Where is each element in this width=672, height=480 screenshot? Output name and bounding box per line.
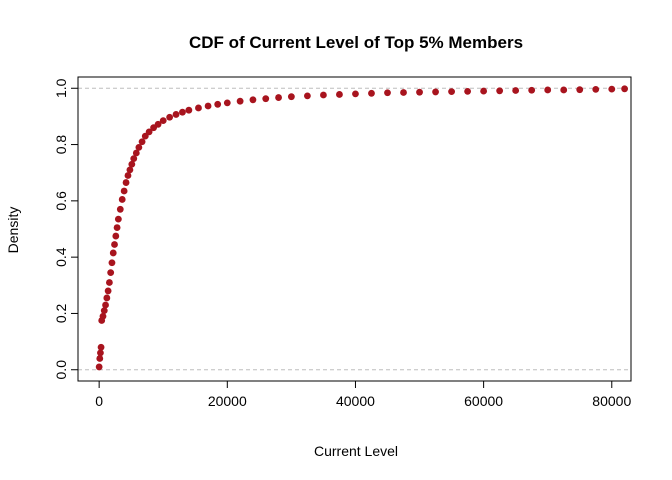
data-point [112, 232, 120, 240]
data-point [106, 279, 113, 286]
data-point [262, 95, 270, 103]
data-point [166, 113, 174, 121]
y-tick-label: 1.0 [53, 78, 69, 98]
data-point [138, 138, 146, 146]
plot-area [78, 85, 631, 371]
data-point [100, 307, 108, 315]
data-point [528, 86, 536, 94]
data-point [352, 90, 359, 98]
y-tick-label: 0.6 [53, 191, 69, 211]
data-point [512, 87, 520, 94]
data-point [99, 312, 107, 320]
data-point [135, 143, 143, 151]
data-point [223, 99, 231, 107]
data-point [236, 97, 244, 105]
data-point [111, 241, 118, 248]
x-tick-label: 40000 [336, 393, 375, 409]
data-point [159, 117, 167, 125]
data-point [304, 92, 311, 100]
y-tick-label: 0.8 [53, 135, 69, 155]
data-point [592, 85, 600, 93]
data-point [275, 94, 282, 101]
data-point [544, 86, 552, 94]
x-tick-label: 0 [95, 393, 103, 409]
data-point [122, 179, 130, 186]
data-point [128, 160, 136, 168]
data-point [172, 111, 180, 118]
data-point [145, 128, 153, 136]
data-point [107, 269, 115, 277]
data-point [608, 85, 616, 93]
data-point [560, 86, 568, 94]
data-point [97, 349, 104, 357]
data-point [576, 86, 584, 94]
data-point [132, 149, 140, 157]
data-point [448, 88, 455, 96]
y-tick-label: 0.4 [53, 247, 69, 267]
data-point [114, 215, 122, 223]
data-point [179, 108, 186, 116]
data-point [154, 120, 162, 128]
y-tick-label: 0.2 [53, 304, 69, 324]
data-point [336, 91, 343, 98]
data-point [195, 104, 202, 112]
data-point [416, 88, 423, 96]
data-point [432, 88, 439, 96]
data-point [384, 89, 391, 97]
data-point [126, 166, 134, 174]
data-point [464, 87, 471, 95]
x-axis-label: Current Level [314, 443, 398, 459]
data-point [108, 259, 116, 267]
data-point [185, 106, 193, 114]
data-point [204, 102, 212, 110]
data-point [96, 355, 104, 362]
data-point [621, 85, 628, 93]
x-tick-label: 60000 [464, 393, 503, 409]
data-point [400, 89, 407, 96]
data-point [113, 224, 121, 231]
data-point [102, 301, 109, 309]
y-axis: 0.0 0.2 0.4 0.6 0.8 1.0 [53, 78, 79, 380]
data-point [320, 91, 327, 99]
y-axis-label: Density [5, 207, 21, 254]
data-point [249, 96, 257, 104]
data-point [116, 205, 124, 213]
data-point [480, 87, 488, 95]
data-point [95, 363, 103, 371]
data-point [120, 187, 128, 195]
data-point [104, 287, 112, 295]
x-tick-label: 80000 [592, 393, 631, 409]
data-point [103, 294, 111, 302]
chart-title: CDF of Current Level of Top 5% Members [189, 33, 523, 52]
x-axis: 0 20000 40000 60000 80000 [95, 380, 631, 409]
data-point [124, 172, 132, 179]
data-point [496, 87, 504, 95]
data-point [130, 155, 138, 163]
x-tick-label: 20000 [208, 393, 247, 409]
y-tick-label: 0.0 [53, 360, 69, 380]
data-point [109, 249, 117, 257]
data-point [97, 343, 105, 351]
data-point [287, 93, 295, 101]
data-point [118, 196, 126, 203]
data-point [214, 100, 222, 108]
data-point [368, 89, 375, 97]
